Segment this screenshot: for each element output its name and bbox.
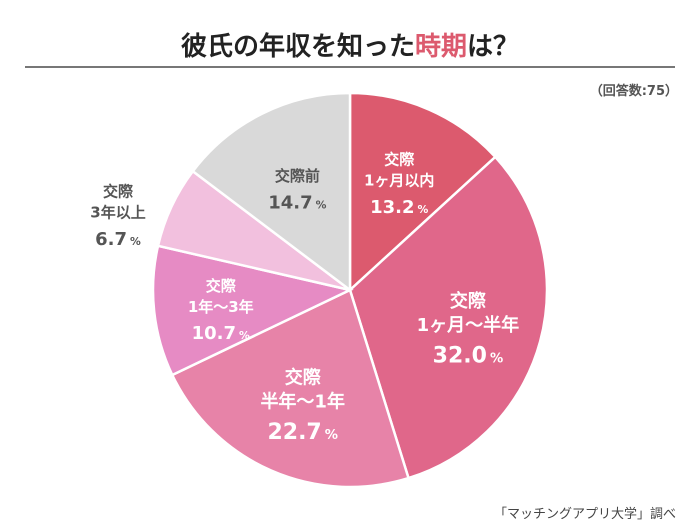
slice-label: 交際	[285, 366, 322, 388]
respondent-count: （回答数:75）	[589, 84, 678, 99]
chart-title: 彼氏の年収を知った時期は？	[0, 26, 700, 63]
slice-label: 交際	[103, 183, 134, 201]
slice-label: 3年以上	[90, 204, 145, 222]
slice-label: 1年〜3年	[188, 298, 254, 316]
slice-label: 交際	[384, 151, 415, 169]
slice-label: 交際前	[275, 167, 320, 185]
slice-label: 1ヶ月以内	[364, 172, 434, 190]
slice-label: 交際	[450, 290, 487, 312]
slice-value-label: 6.7%	[95, 229, 141, 250]
slice-label: 半年〜1年	[260, 390, 345, 412]
title-divider	[25, 66, 675, 68]
source-note: 「マッチングアプリ大学」調べ	[493, 507, 676, 522]
slice-value-label: 13.2%	[370, 197, 428, 218]
title-highlight: 時期	[414, 32, 467, 62]
pie-slice	[151, 244, 354, 377]
pie-slice	[348, 91, 498, 293]
slice-label: 交際	[206, 277, 237, 295]
pie-slice	[170, 288, 411, 489]
slice-label: 1ヶ月〜半年	[417, 314, 520, 336]
slice-value-label: 10.7%	[192, 323, 250, 344]
slice-value-label: 14.7%	[268, 192, 326, 213]
pie-slice	[191, 91, 352, 293]
title-end: は？	[467, 32, 520, 62]
title-main: 彼氏の年収を知った	[180, 32, 415, 62]
pie-slice	[348, 155, 549, 480]
